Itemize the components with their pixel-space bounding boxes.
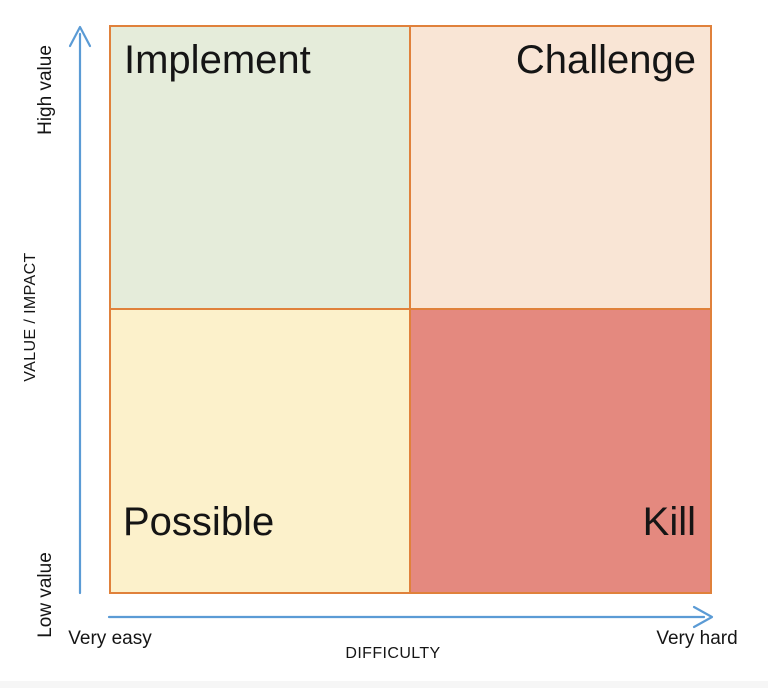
y-axis-arrow [68,25,92,595]
x-axis-left-label: Very easy [68,628,152,649]
quadrant-challenge-label: Challenge [515,38,696,82]
quadrant-kill: Kill [410,309,710,592]
quadrant-kill-label: Kill [642,500,696,544]
x-axis-arrow [107,605,714,629]
quadrant-possible-label: Possible [123,500,275,544]
quadrant-matrix: Implement Challenge Possible Kill [109,25,712,594]
quadrant-implement: Implement [111,27,411,310]
y-axis-title: VALUE / IMPACT [22,252,39,382]
y-axis-high-label: High value [35,45,56,135]
x-axis-title: DIFFICULTY [345,645,441,662]
quadrant-possible: Possible [111,309,411,592]
quadrant-implement-label: Implement [124,38,311,82]
x-axis-right-label: Very hard [656,628,738,649]
page-bottom-strip [0,681,768,688]
y-axis-low-label: Low value [35,552,56,638]
quadrant-challenge: Challenge [410,27,710,310]
